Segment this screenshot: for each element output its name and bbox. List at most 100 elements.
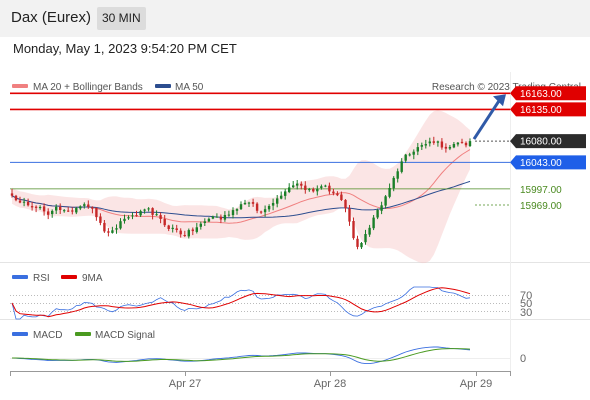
candle	[143, 208, 146, 214]
candle	[360, 242, 363, 249]
candle	[304, 181, 307, 194]
rsi-tick-50: 50	[520, 298, 532, 310]
candle	[107, 228, 110, 237]
candle	[400, 158, 403, 174]
candle	[151, 207, 154, 220]
legend-rsi-ma-swatch	[61, 275, 77, 279]
timeframe-button[interactable]: 30 MIN	[97, 7, 146, 30]
candle	[239, 201, 243, 210]
candle	[163, 215, 166, 227]
candle	[127, 215, 130, 220]
candle	[38, 205, 42, 210]
candle	[440, 138, 444, 150]
candle	[284, 188, 287, 200]
price-tag-15969.00: 15969.00	[520, 201, 562, 212]
candle	[131, 212, 134, 220]
candle	[292, 181, 295, 188]
candle	[452, 142, 456, 149]
rsi-ma-line	[11, 287, 471, 318]
candle	[59, 203, 62, 214]
candle	[227, 210, 231, 217]
candle	[424, 139, 427, 149]
price-tag-text: 15997.00	[520, 185, 562, 196]
candle	[288, 183, 291, 194]
rsi-tick-70: 70	[520, 290, 532, 302]
candle	[312, 187, 315, 193]
candle	[384, 195, 387, 209]
candle	[420, 142, 423, 150]
candle	[332, 188, 335, 196]
rsi-line	[11, 286, 471, 320]
x-tick-apr27: Apr 27	[169, 378, 201, 390]
candle	[91, 206, 94, 214]
candle	[115, 224, 118, 234]
candle	[416, 143, 419, 156]
macd-signal-line	[12, 348, 471, 362]
candle	[432, 136, 435, 145]
candle	[26, 198, 30, 207]
candle	[203, 218, 206, 226]
candle	[87, 200, 90, 209]
candle	[352, 217, 355, 240]
candle	[83, 202, 86, 209]
price-tag-text: 16135.00	[520, 105, 562, 116]
candle	[392, 176, 395, 192]
candle	[320, 184, 323, 190]
candle	[404, 153, 407, 163]
candle	[308, 187, 311, 192]
candle	[436, 140, 440, 147]
candle	[243, 199, 247, 205]
candle	[276, 195, 279, 208]
candle	[63, 209, 66, 213]
candle	[316, 185, 319, 196]
legend-rsi-label: RSI	[33, 273, 50, 284]
forecast-arrow-shaft	[472, 98, 502, 140]
candle	[199, 221, 202, 230]
candle	[235, 208, 239, 215]
candle	[103, 220, 106, 233]
candle	[55, 204, 58, 214]
candle	[348, 205, 351, 226]
legend-ma50-label: MA 50	[175, 82, 204, 93]
candle	[460, 138, 464, 144]
candle	[34, 205, 38, 213]
candle	[22, 197, 26, 207]
candle	[147, 207, 150, 212]
candle	[99, 213, 102, 226]
legend-ma-bb-swatch	[12, 84, 28, 88]
candle	[179, 228, 182, 238]
legend-macd-swatch	[12, 332, 28, 336]
candle	[191, 227, 194, 236]
candle	[195, 222, 198, 234]
candle	[51, 209, 54, 218]
symbol-title: Dax (Eurex)	[11, 9, 92, 26]
candle	[47, 208, 50, 220]
candle	[372, 215, 375, 231]
rsi-lines	[11, 286, 471, 320]
candle	[444, 143, 448, 153]
candle	[75, 206, 78, 215]
candle	[364, 229, 367, 245]
candle	[408, 152, 411, 157]
candle	[215, 213, 219, 218]
price-tag-16080.00: 16080.00	[510, 134, 586, 149]
candle	[259, 210, 263, 215]
candle	[336, 191, 339, 197]
candle	[18, 196, 22, 204]
x-tick-apr28: Apr 28	[314, 378, 346, 390]
candle	[388, 183, 391, 199]
forecast-arrow	[472, 94, 506, 140]
candle	[300, 181, 303, 190]
legend-ma50-swatch	[155, 84, 171, 88]
candle	[464, 141, 468, 148]
candle	[207, 217, 211, 223]
bollinger-band	[12, 110, 470, 264]
candle	[251, 198, 255, 207]
candle	[30, 201, 34, 211]
legend-ma-bb-label: MA 20 + Bollinger Bands	[33, 82, 143, 93]
bollinger-band-fill	[12, 110, 470, 264]
legend-macd-signal-label: MACD Signal	[95, 330, 155, 341]
watermark: Research © 2023 Trading Central	[432, 82, 581, 93]
candle	[328, 182, 331, 195]
